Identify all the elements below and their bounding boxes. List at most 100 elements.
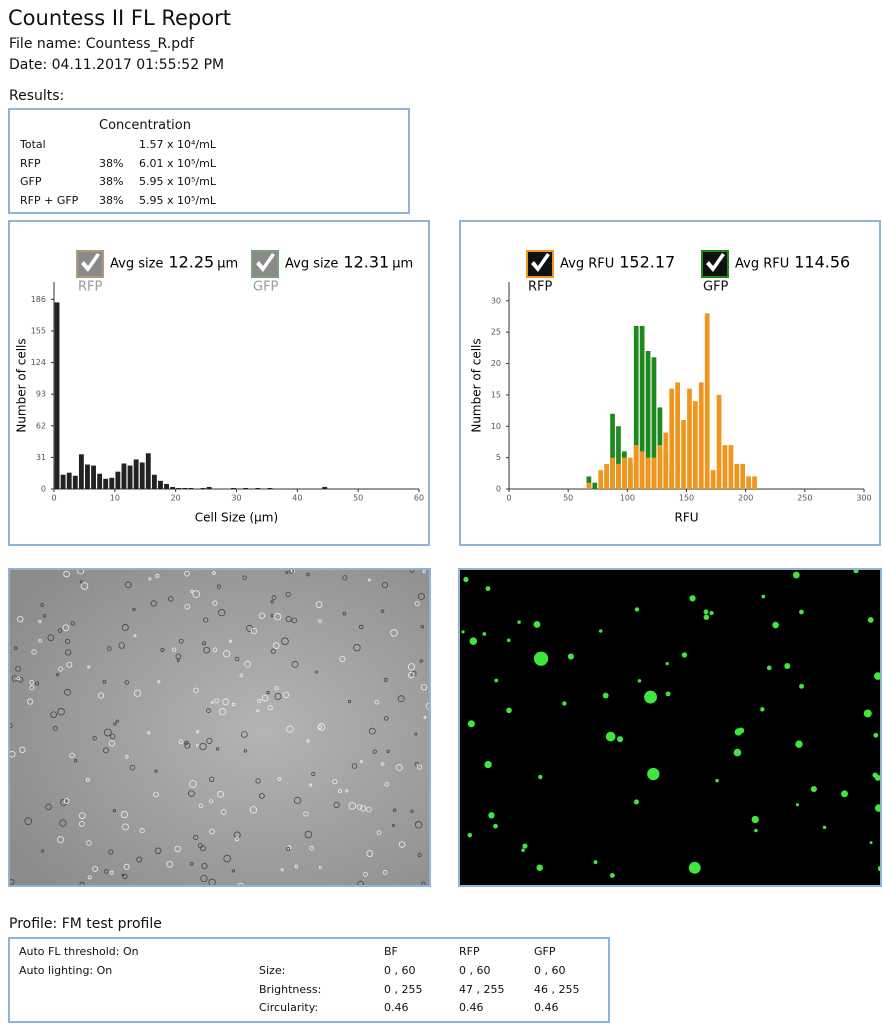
cell — [87, 875, 92, 880]
bar — [586, 482, 592, 489]
cell — [681, 652, 688, 658]
cell — [120, 811, 128, 819]
cell — [417, 853, 422, 857]
cell — [538, 774, 543, 780]
cell — [208, 776, 215, 782]
cell — [234, 837, 240, 842]
y-tick-label: 186 — [31, 295, 46, 304]
cell — [223, 650, 231, 658]
cell — [231, 702, 236, 707]
profile-setting: Auto FL threshold: On — [19, 945, 139, 958]
cell — [109, 870, 114, 875]
y-tick-label: 93 — [36, 390, 46, 399]
bar — [151, 474, 157, 489]
cell — [184, 603, 191, 610]
column-header: Concentration — [99, 118, 191, 133]
profile-value: 47 , 255 — [459, 982, 505, 996]
cell — [244, 660, 251, 668]
bar — [60, 474, 66, 489]
results-cell: 1.57 x 10⁴/mL — [139, 138, 216, 151]
cell — [397, 695, 405, 703]
cell — [644, 690, 657, 704]
cell — [57, 707, 65, 716]
bar — [54, 302, 60, 489]
cell — [703, 614, 710, 621]
cell — [233, 831, 241, 839]
cell — [384, 782, 390, 787]
cell — [308, 783, 313, 787]
cell — [237, 882, 244, 885]
profile-value: 0 , 255 — [384, 982, 423, 996]
cell — [689, 595, 696, 602]
cell — [102, 747, 109, 754]
cell — [414, 600, 420, 607]
legend-stat-value: 114.56 — [794, 253, 850, 272]
cell — [877, 865, 880, 872]
x-tick-label: 10 — [110, 494, 120, 503]
cell — [521, 848, 525, 853]
cell — [124, 581, 132, 589]
bar — [604, 463, 609, 489]
bar — [188, 487, 194, 489]
profile-row-label: Circularity: — [259, 1001, 319, 1014]
cell — [517, 620, 521, 624]
cell — [199, 742, 207, 751]
bar — [657, 445, 663, 489]
cell — [241, 731, 248, 738]
cell — [273, 613, 282, 621]
cell — [266, 690, 270, 695]
cell — [760, 707, 765, 712]
cell — [873, 732, 879, 738]
bar — [627, 457, 633, 489]
cell — [270, 648, 276, 654]
bar — [97, 473, 103, 489]
x-tick-label: 50 — [353, 494, 363, 503]
bar — [645, 351, 651, 489]
x-tick-label: 50 — [563, 494, 573, 503]
cell — [200, 874, 208, 883]
cell — [380, 762, 385, 766]
cell — [217, 790, 224, 798]
cell — [202, 641, 207, 646]
results-cell: 38% — [99, 193, 124, 207]
cell — [209, 828, 215, 835]
cell — [376, 830, 382, 836]
profile-setting: Auto lighting: On — [19, 964, 113, 977]
cell — [271, 595, 277, 600]
x-tick-label: 300 — [856, 494, 871, 503]
cell — [342, 611, 347, 616]
x-tick-label: 40 — [292, 494, 302, 503]
cell — [461, 630, 465, 634]
cell — [92, 736, 97, 741]
cell — [122, 823, 129, 831]
cell — [193, 687, 199, 694]
cell — [409, 570, 415, 573]
cell — [863, 709, 872, 718]
cell — [417, 592, 425, 600]
cell — [154, 847, 162, 855]
cell — [522, 843, 528, 849]
profile-value: 0 , 60 — [534, 964, 566, 977]
cell — [357, 880, 364, 885]
cell — [184, 742, 191, 749]
cell — [799, 683, 805, 689]
cell — [467, 720, 475, 728]
cell — [391, 823, 395, 828]
cell — [150, 600, 157, 607]
cell — [665, 691, 671, 697]
cell — [133, 689, 142, 697]
legend-name: GFP — [703, 280, 729, 295]
cell — [303, 811, 309, 817]
cell — [10, 750, 16, 758]
profile-value: 46 , 255 — [534, 982, 580, 996]
cell — [85, 777, 90, 782]
cell — [29, 679, 34, 685]
cell — [709, 610, 714, 616]
profile-value: 0 , 60 — [459, 964, 491, 977]
y-axis-label: Number of cells — [15, 338, 29, 432]
x-tick-label: 20 — [171, 494, 181, 503]
cell — [258, 612, 266, 619]
cell — [318, 865, 322, 869]
cell — [261, 694, 269, 702]
